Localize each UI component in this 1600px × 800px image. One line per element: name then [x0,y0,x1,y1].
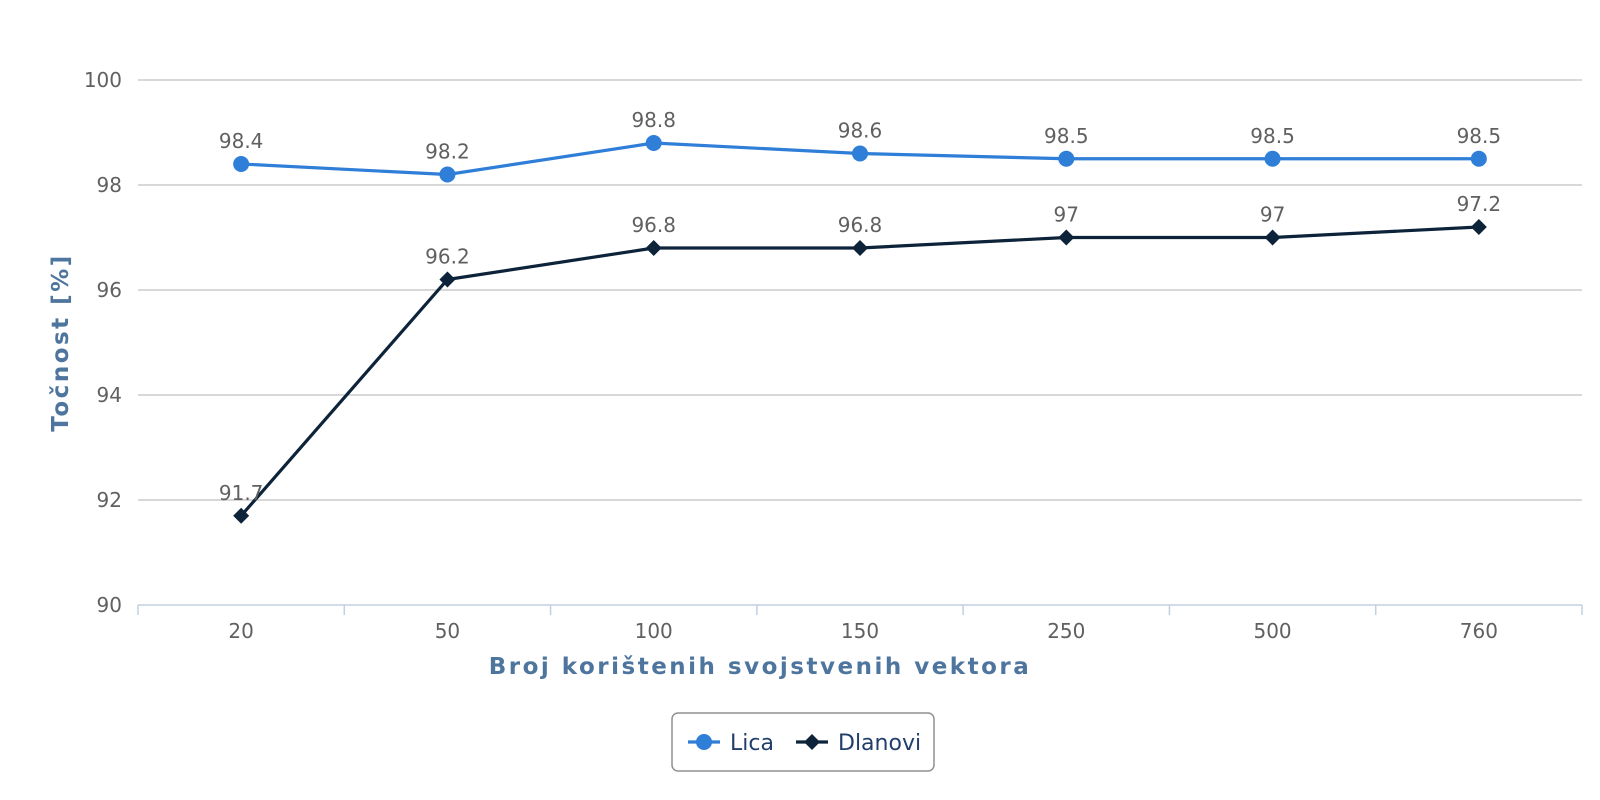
data-label: 97 [1260,203,1285,227]
y-tick-label: 100 [84,68,122,92]
legend-label: Dlanovi [838,731,921,756]
data-point[interactable] [1470,150,1487,167]
data-label: 98.5 [1044,124,1089,148]
data-point[interactable] [439,271,456,288]
series-lica: 98.4 98.2 98.8 98.6 98.5 98.5 98.5 [219,108,1501,183]
legend-item-dlanovi[interactable]: Dlanovi [796,731,921,756]
data-label: 97.2 [1457,192,1502,216]
y-tick-label: 90 [97,593,122,617]
x-tick-label: 250 [1047,619,1085,643]
data-label: 98.8 [631,108,676,132]
data-point[interactable] [1058,229,1075,246]
data-label: 98.6 [838,119,883,143]
data-point[interactable] [1264,150,1281,167]
x-axis-title: Broj korištenih svojstvenih vektora [489,654,1032,680]
x-tick-label: 150 [841,619,879,643]
x-tick-label: 20 [228,619,253,643]
x-tick-label: 50 [435,619,460,643]
series-layer: 98.4 98.2 98.8 98.6 98.5 98.5 98.5 91.7 96.2 96.8… [219,108,1501,524]
x-axis: 20 50 100 150 250 500 760 [137,604,1583,643]
data-point[interactable] [439,166,456,183]
data-point[interactable] [852,240,868,256]
x-tick-label: 100 [635,619,673,643]
data-point[interactable] [1058,150,1075,167]
y-tick-label: 98 [97,173,122,197]
data-point[interactable] [645,240,662,256]
data-label: 96.8 [838,213,883,237]
y-tick-label: 92 [97,488,122,512]
x-tick-label: 500 [1253,619,1291,643]
data-label: 98.5 [1457,124,1502,148]
data-label: 96.8 [631,213,676,237]
data-label: 98.4 [219,129,264,153]
y-tick-label: 96 [97,278,122,302]
data-point[interactable] [852,145,868,162]
legend-marker [696,734,712,750]
data-point[interactable] [233,507,250,524]
y-axis-title: Točnost [%] [48,253,74,432]
data-point[interactable] [1264,229,1281,246]
data-label: 96.2 [425,245,470,269]
y-tick-label: 94 [97,383,122,407]
data-point[interactable] [233,156,250,172]
legend-item-lica[interactable]: Lica [688,731,774,756]
data-label: 98.5 [1250,124,1295,148]
gridlines [138,79,1582,501]
series-dlanovi: 91.7 96.2 96.8 96.8 97 97 97.2 [219,192,1501,524]
x-tick-label: 760 [1460,619,1498,643]
data-point[interactable] [645,135,662,151]
legend[interactable]: Lica Dlanovi [671,712,935,772]
series-line [239,225,1479,517]
legend-label: Lica [730,731,774,756]
y-axis-ticks: 90 92 94 96 98 100 [84,68,122,617]
data-label: 91.7 [219,481,264,505]
data-point[interactable] [1470,219,1487,235]
data-label: 98.2 [425,140,470,164]
data-label: 97 [1054,203,1079,227]
legend-marker [804,734,820,750]
